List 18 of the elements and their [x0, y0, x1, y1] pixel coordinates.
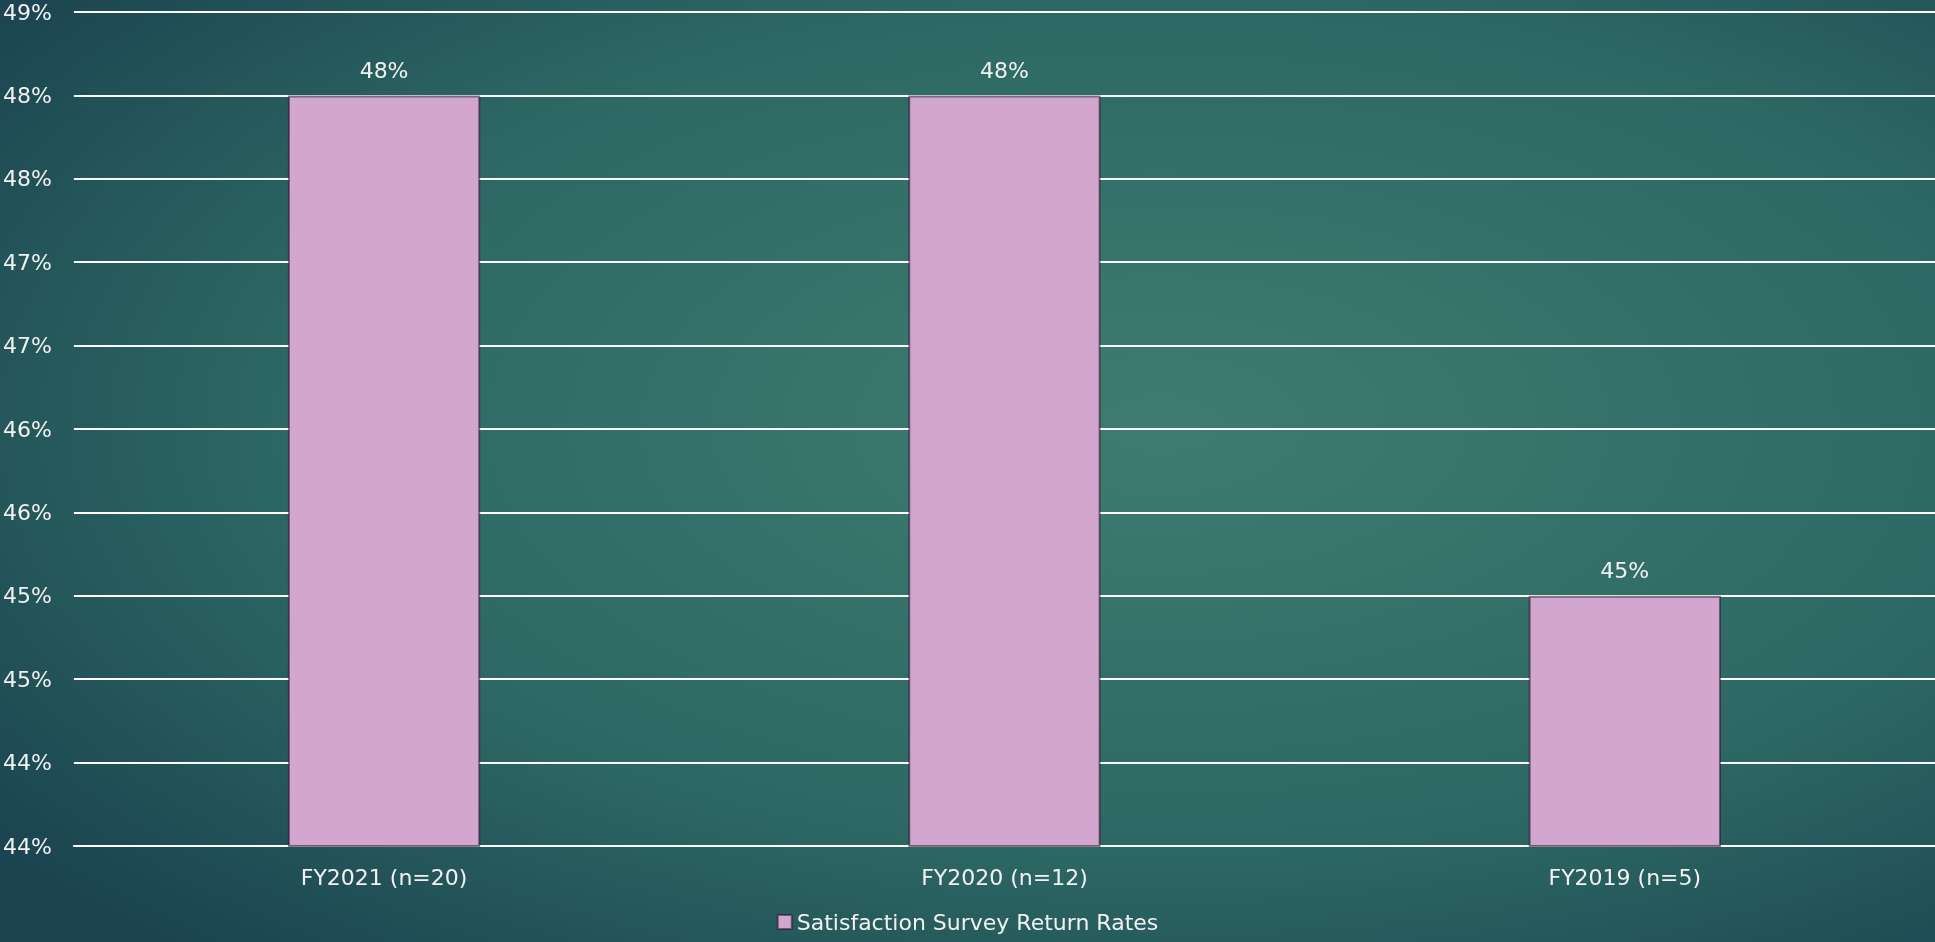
y-tick-label: 44%: [2, 750, 52, 776]
y-tick-label: 46%: [2, 499, 52, 525]
data-label: 48%: [980, 57, 1029, 83]
x-tick-label: FY2020 (n=12): [921, 864, 1088, 890]
x-tick-label: FY2019 (n=5): [1548, 864, 1702, 890]
x-tick-label: FY2021 (n=20): [300, 864, 468, 890]
y-tick-label: 46%: [2, 416, 52, 442]
y-tick-label: 47%: [2, 249, 52, 275]
y-tick-label: 44%: [2, 833, 52, 859]
y-tick-label: 49%: [2, 0, 52, 25]
y-tick-label: 48%: [2, 166, 52, 192]
y-tick-label: 45%: [2, 666, 52, 692]
y-tick-label: 47%: [2, 333, 52, 359]
data-label: 45%: [1600, 558, 1650, 584]
y-tick-label: 48%: [2, 82, 52, 108]
legend-label: Satisfaction Survey Return Rates: [796, 909, 1159, 935]
y-tick-label: 45%: [2, 583, 52, 609]
data-label: 48%: [359, 57, 409, 83]
